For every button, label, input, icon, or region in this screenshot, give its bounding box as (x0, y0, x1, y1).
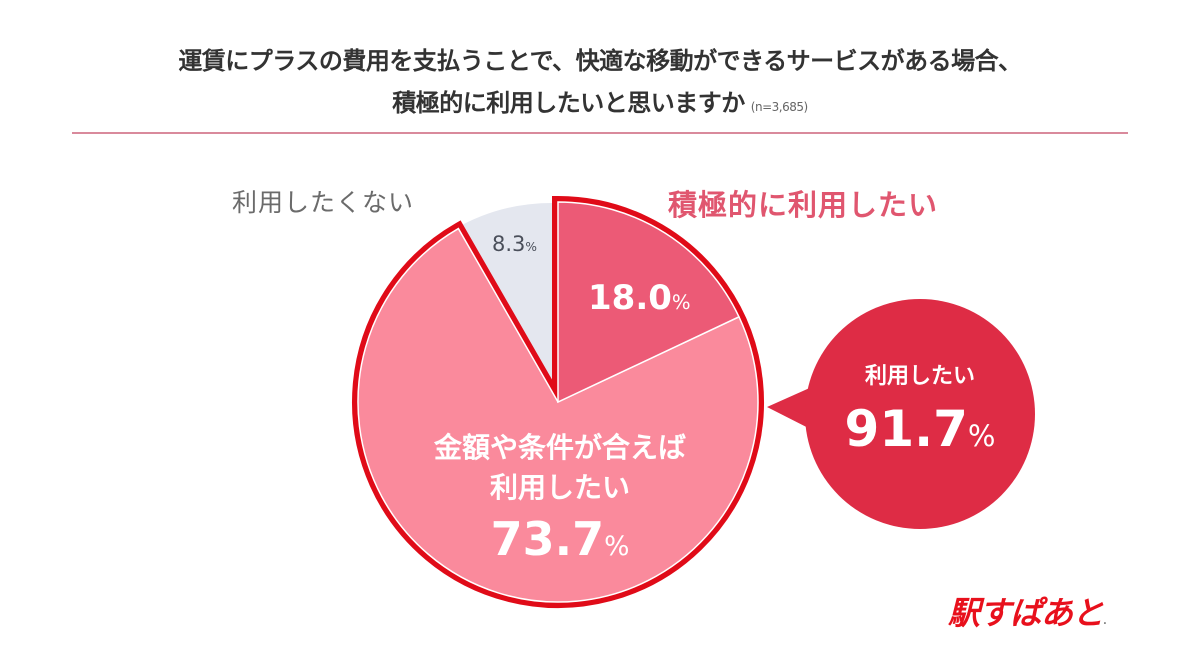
value-active-use: 18.0% (588, 278, 691, 318)
callout-label: 利用したい (864, 364, 975, 389)
percent-sign: % (525, 240, 537, 254)
label-conditional-line2: 利用したい (489, 471, 630, 504)
slice-active-use (557, 201, 740, 404)
label-conditional-line1: 金額や条件が合えば (433, 431, 686, 464)
value-active-number: 18.0 (588, 278, 672, 318)
brand-logo-text: 駅すぱあと (948, 594, 1104, 632)
value-not-use-number: 8.3 (492, 232, 526, 256)
title-text-2: 積極的に利用したいと思いますか (392, 89, 745, 117)
label-active-use: 積極的に利用したい (668, 188, 939, 222)
value-conditional-use: 73.7% (400, 512, 720, 566)
title-divider (72, 132, 1128, 134)
label-conditional-use: 金額や条件が合えば 利用したい (400, 428, 720, 508)
label-not-use: 利用したくない (232, 188, 415, 217)
slice-conditional-use (357, 227, 759, 603)
brand-logo-dot: . (1103, 616, 1107, 627)
percent-sign: % (967, 419, 996, 453)
brand-logo: 駅すぱあと. (948, 588, 1107, 634)
value-not-use: 8.3% (492, 232, 537, 256)
value-conditional-number: 73.7 (490, 512, 605, 566)
callout-bubble (805, 299, 1035, 529)
percent-sign: % (671, 291, 691, 314)
chart-title-line2: 積極的に利用したいと思いますか (n=3,685) (0, 84, 1200, 126)
chart-title-line1: 運賃にプラスの費用を支払うことで、快適な移動ができるサービスがある場合、 (0, 42, 1200, 80)
callout-value-number: 91.7 (844, 400, 968, 458)
callout-value: 91.7% (810, 400, 1030, 458)
percent-sign: % (604, 531, 630, 562)
sample-size-note: (n=3,685) (750, 100, 808, 114)
title-text-1: 運賃にプラスの費用を支払うことで、快適な移動ができるサービスがある場合、 (178, 47, 1022, 75)
